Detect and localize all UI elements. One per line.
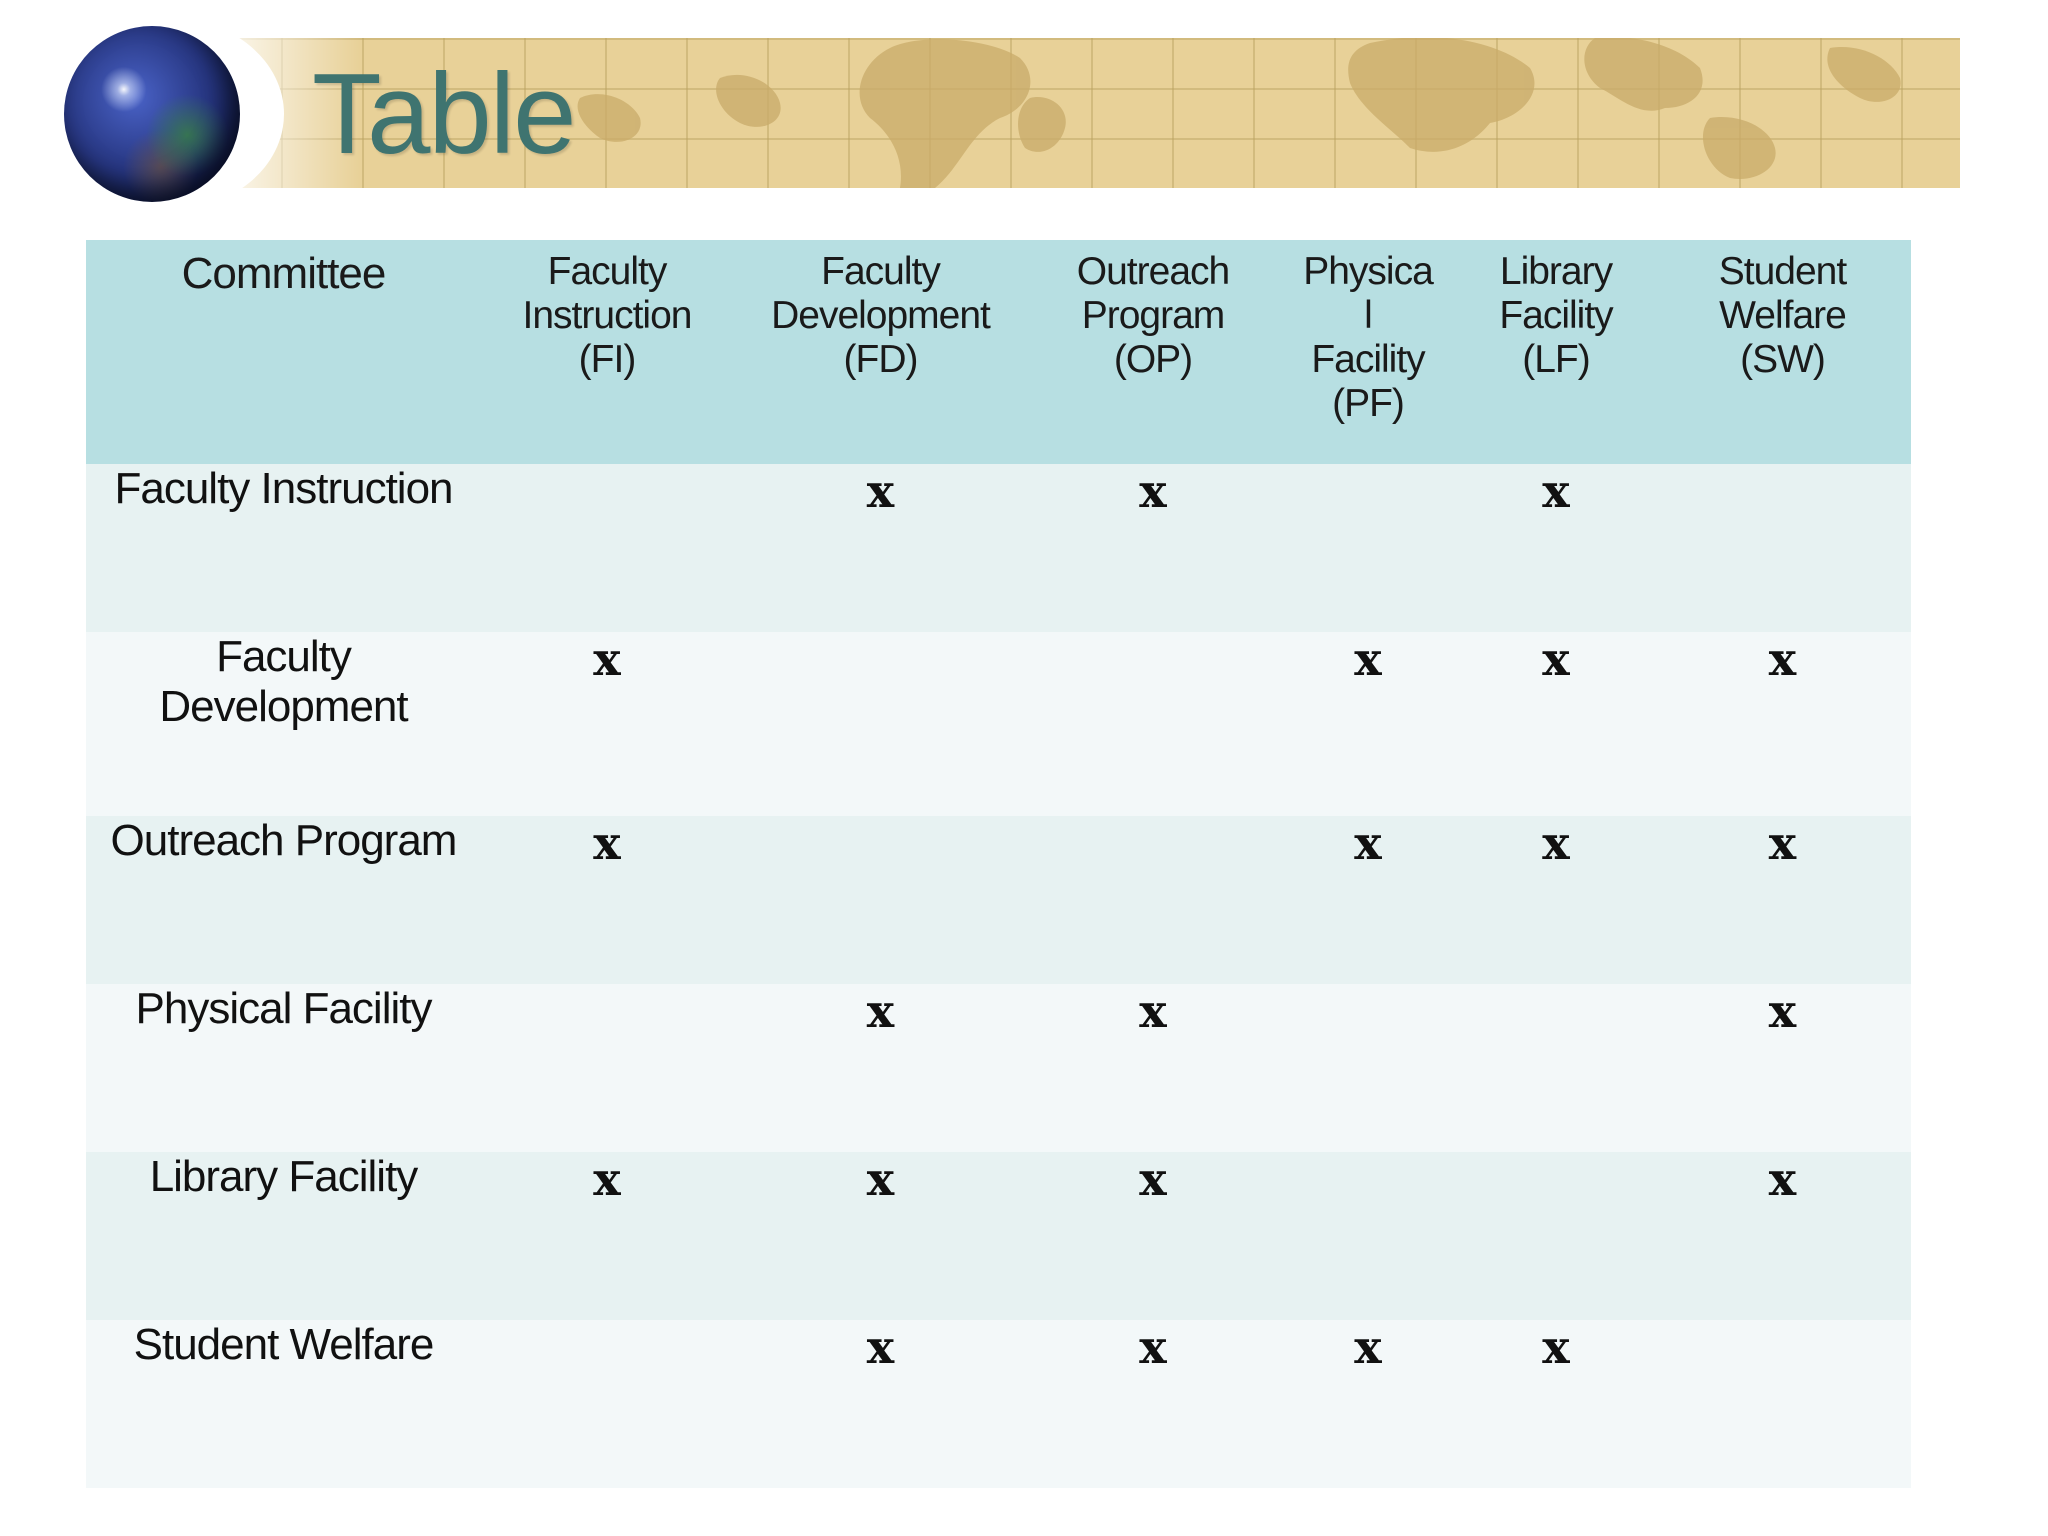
cell-lf: x [1542,464,1570,518]
header-committee: Committee [181,249,387,298]
cell-sw [1654,1320,1911,1488]
cell-lf [1458,984,1654,1152]
header-fd: Faculty Development (FD) [771,250,991,381]
cell-op: x [1139,1320,1167,1374]
row-label: Faculty Development [159,632,408,731]
cell-pf: x [1354,1320,1382,1374]
row-label: Library Facility [149,1152,419,1201]
cell-fi: x [593,632,621,686]
cell-sw: x [1768,632,1797,686]
cell-sw: x [1768,816,1797,870]
header-lf: Library Facility (LF) [1499,250,1613,381]
table-row-student-welfare: Student Welfare x x x x [86,1320,1911,1488]
cell-pf [1278,984,1458,1152]
header-op: Outreach Program (OP) [1076,250,1230,381]
header-sw: Student Welfare (SW) [1718,250,1847,381]
header-pf: Physica l Facility (PF) [1303,250,1434,425]
cell-fi [481,464,733,632]
cell-pf [1278,464,1458,632]
cell-sw: x [1768,1152,1797,1206]
cell-pf [1278,1152,1458,1320]
cell-fi [481,984,733,1152]
cell-op [1028,632,1278,816]
world-map-decoration [577,38,1901,188]
cell-lf [1458,1152,1654,1320]
page-title: Table [312,51,577,178]
cell-op: x [1139,1152,1167,1206]
cell-pf: x [1354,632,1382,686]
globe-icon [64,26,240,202]
cell-lf: x [1542,632,1570,686]
cell-op [1028,816,1278,984]
table-row-physical-facility: Physical Facility x x x [86,984,1911,1152]
cell-sw: x [1768,984,1797,1038]
table-row-faculty-instruction: Faculty Instruction x x x [86,464,1911,632]
cell-fi [481,1320,733,1488]
committee-table: Committee Faculty Instruction (FI) Facul… [86,240,1911,1488]
table-row-faculty-development: Faculty Development x x x x [86,632,1911,816]
table-header-row: Committee Faculty Instruction (FI) Facul… [86,240,1911,464]
cell-fd: x [866,1320,895,1374]
cell-op: x [1139,984,1167,1038]
cell-fd: x [866,464,895,518]
cell-fd [733,816,1028,984]
header-fi: Faculty Instruction (FI) [522,250,693,381]
cell-fi: x [593,1152,621,1206]
cell-fd: x [866,1152,895,1206]
row-label: Physical Facility [135,984,433,1033]
cell-sw [1654,464,1911,632]
table-row-outreach-program: Outreach Program x x x x [86,816,1911,984]
row-label: Faculty Instruction [114,464,453,513]
header-banner [200,38,1960,188]
row-label: Outreach Program [110,816,458,865]
cell-fd [733,632,1028,816]
cell-pf: x [1354,816,1382,870]
row-label: Student Welfare [133,1320,435,1369]
cell-lf: x [1542,816,1570,870]
cell-lf: x [1542,1320,1570,1374]
cell-fd: x [866,984,895,1038]
cell-fi: x [593,816,621,870]
cell-op: x [1139,464,1167,518]
table-row-library-facility: Library Facility x x x x [86,1152,1911,1320]
